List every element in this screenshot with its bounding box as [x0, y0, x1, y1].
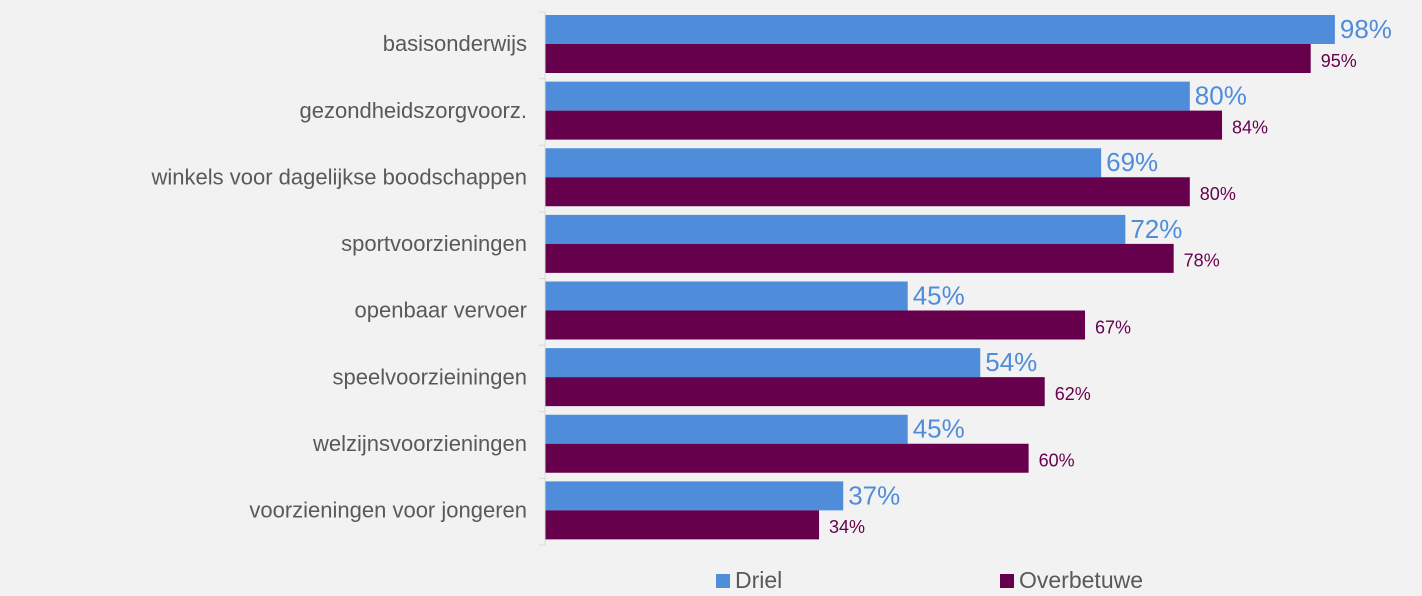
legend-label: Driel	[735, 567, 782, 593]
bar	[545, 214, 1126, 244]
bar	[545, 414, 908, 444]
bar	[545, 148, 1102, 178]
category-label: welzijnsvoorzieningen	[312, 431, 527, 456]
legend-label: Overbetuwe	[1019, 567, 1143, 593]
data-label: 95%	[1321, 51, 1357, 71]
bar	[545, 15, 1335, 44]
bar	[545, 44, 1311, 73]
data-label: 98%	[1340, 14, 1392, 44]
data-label: 80%	[1200, 184, 1236, 204]
bar	[545, 81, 1190, 111]
data-label: 45%	[913, 280, 965, 310]
bar	[545, 177, 1190, 207]
bar	[545, 443, 1029, 473]
data-label: 80%	[1195, 81, 1247, 111]
data-label: 72%	[1130, 214, 1182, 244]
category-label: winkels voor dagelijkse boodschappen	[151, 164, 527, 189]
category-label: basisonderwijs	[383, 31, 527, 56]
bar	[545, 310, 1086, 340]
category-label: sportvoorzieningen	[341, 231, 527, 256]
data-label: 45%	[913, 414, 965, 444]
data-label: 34%	[829, 517, 865, 537]
category-label: gezondheidszorgvoorz.	[300, 98, 527, 123]
category-label: openbaar vervoer	[355, 298, 527, 323]
data-label: 67%	[1095, 317, 1131, 337]
data-label: 54%	[985, 347, 1037, 377]
bar	[545, 110, 1223, 140]
data-label: 62%	[1055, 384, 1091, 404]
data-label: 37%	[848, 480, 900, 510]
data-label: 60%	[1039, 451, 1075, 471]
legend-swatch	[716, 574, 730, 588]
category-label: speelvoorzieiningen	[333, 364, 527, 389]
data-label: 69%	[1106, 147, 1158, 177]
bar	[545, 348, 981, 378]
bar	[545, 481, 844, 511]
legend-swatch	[1000, 574, 1014, 588]
category-label: voorzieningen voor jongeren	[249, 498, 527, 523]
data-label: 78%	[1184, 251, 1220, 271]
bar	[545, 243, 1174, 273]
bar	[545, 377, 1045, 407]
bar	[545, 281, 908, 311]
bar	[545, 510, 820, 540]
data-label: 84%	[1232, 117, 1268, 137]
